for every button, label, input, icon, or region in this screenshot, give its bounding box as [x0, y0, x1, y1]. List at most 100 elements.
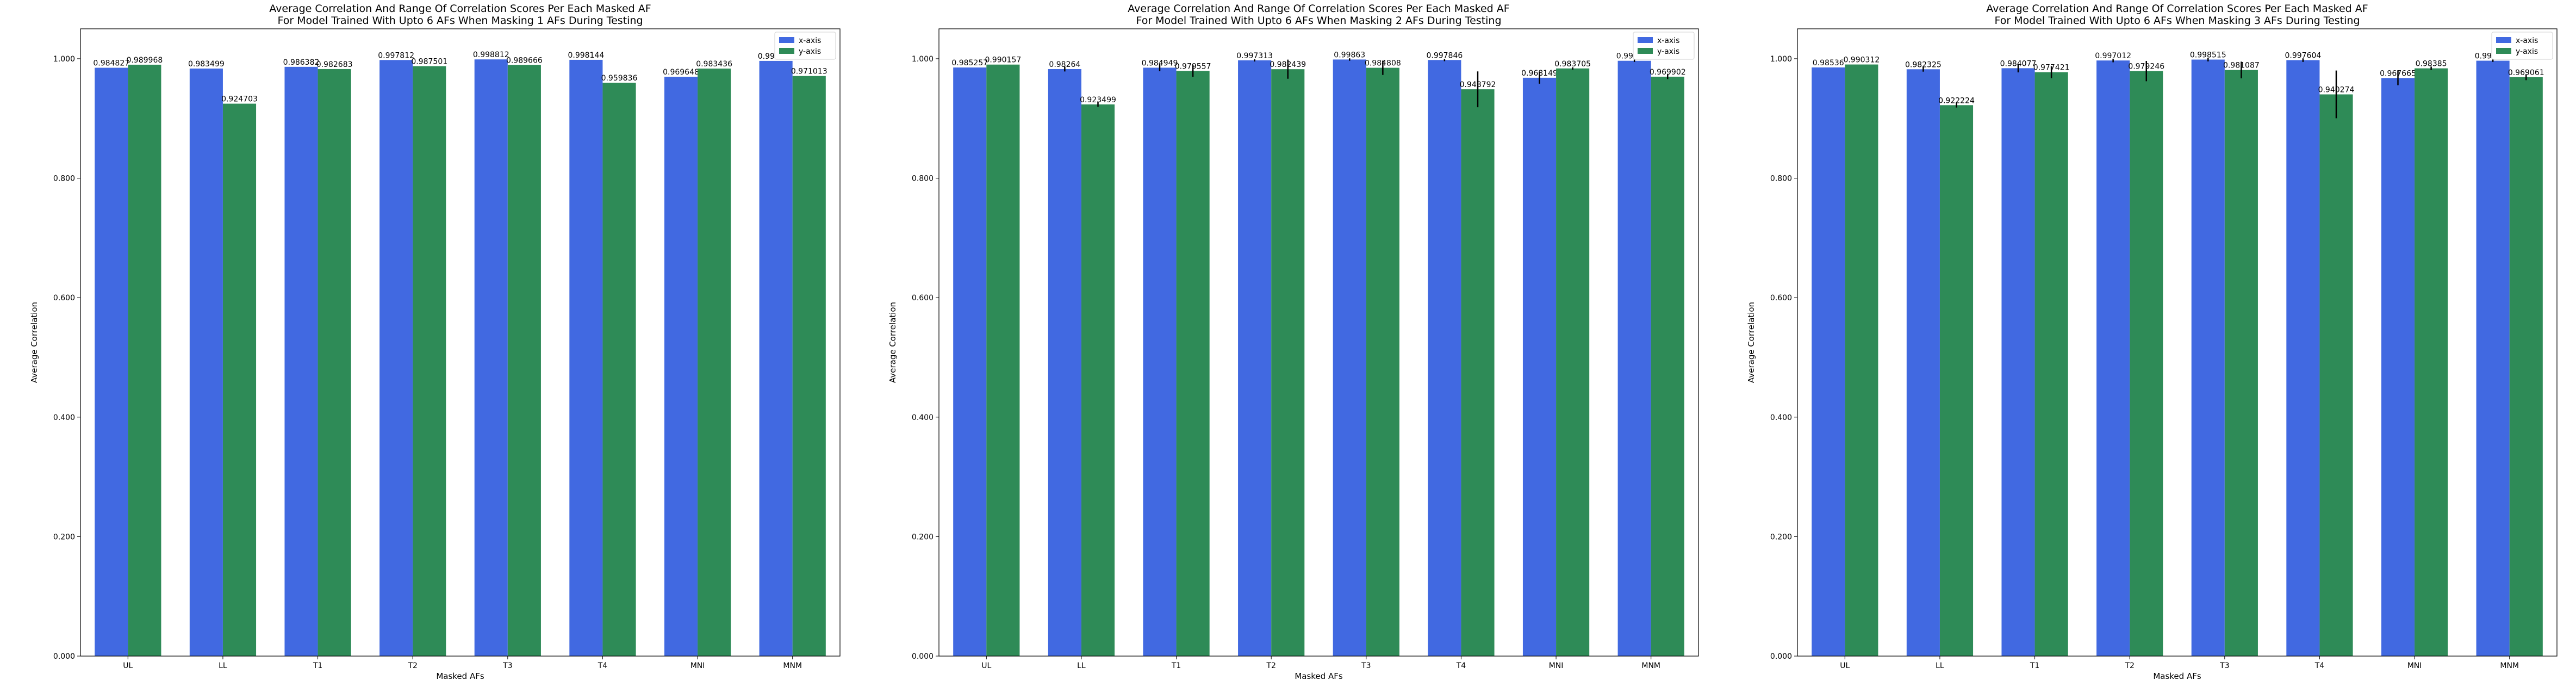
- y-tick-label: 0.000: [912, 652, 934, 661]
- data-label: 0.997604: [2285, 52, 2321, 60]
- x-tick-label: T2: [407, 662, 417, 670]
- y-tick-label: 0.800: [912, 175, 934, 183]
- legend-swatch-x-axis: [779, 37, 794, 43]
- bar-x-axis-MNM: [1617, 60, 1651, 657]
- x-axis-label: Masked AFs: [1295, 671, 1343, 681]
- x-tick-label: T3: [502, 662, 512, 670]
- legend: x-axis y-axis: [2491, 32, 2553, 60]
- y-tick-label: 0.200: [1770, 533, 1792, 541]
- bar-y-axis-T2: [413, 66, 446, 656]
- plot-frame: [1797, 28, 2558, 657]
- data-label: 0.969902: [1650, 68, 1686, 77]
- legend-swatch-y-axis: [1638, 48, 1653, 54]
- legend-swatch-x-axis: [2496, 37, 2511, 43]
- y-tick-label: 0.400: [53, 413, 75, 422]
- y-tick-label: 1.000: [53, 55, 75, 64]
- chart-panel-3: Average Correlation And Range Of Correla…: [1717, 0, 2576, 686]
- data-label: 0.948792: [1460, 81, 1496, 89]
- x-tick-label: T4: [2314, 662, 2325, 670]
- y-tick-label: 0.000: [1770, 652, 1792, 661]
- data-label: 0.998144: [568, 51, 604, 60]
- x-tick-label: MNI: [2407, 662, 2422, 670]
- data-label: 0.969648: [663, 68, 699, 77]
- chart-2: Average Correlation And Range Of Correla…: [888, 3, 1699, 681]
- y-tick-label: 0.400: [912, 413, 934, 422]
- x-tick-label: T1: [2030, 662, 2039, 670]
- data-label: 0.985257: [951, 59, 988, 67]
- bar-x-axis-T4: [2286, 60, 2320, 657]
- x-tick-label: T1: [1171, 662, 1181, 670]
- data-label: 0.982325: [1905, 60, 1942, 69]
- bar-x-axis-UL: [95, 67, 128, 656]
- data-label: 0.979557: [1175, 62, 1211, 71]
- y-axis-label: Average Correlation: [29, 302, 39, 383]
- bar-y-axis-T3: [1366, 67, 1399, 656]
- y-tick-label: 0.800: [1770, 175, 1792, 183]
- data-label: 0.981087: [2223, 61, 2260, 70]
- bar-y-axis-T4: [1461, 89, 1495, 657]
- data-label: 0.968149: [1521, 69, 1558, 78]
- bar-x-axis-UL: [1812, 67, 1845, 657]
- chart-title: Average Correlation And Range Of Correla…: [269, 3, 651, 15]
- y-tick-label: 0.200: [53, 533, 75, 541]
- bar-y-axis-MNM: [2509, 77, 2543, 657]
- data-label: 0.924703: [221, 95, 258, 104]
- chart-title: Average Correlation And Range Of Correla…: [1128, 3, 1509, 15]
- bar-y-axis-MNI: [1556, 68, 1590, 657]
- data-label: 0.984827: [93, 59, 129, 68]
- legend-label: y-axis: [1657, 47, 1679, 56]
- x-tick-label: UL: [123, 662, 133, 670]
- data-label: 0.997846: [1426, 51, 1463, 60]
- y-tick-label: 0.000: [53, 652, 75, 661]
- bar-y-axis-MNI: [698, 69, 731, 656]
- bar-x-axis-T4: [569, 59, 603, 656]
- bar-y-axis-T2: [2130, 71, 2163, 657]
- bar-y-axis-MNM: [1651, 76, 1684, 657]
- bar-y-axis-UL: [1845, 64, 1878, 657]
- data-label: 0.923499: [1080, 96, 1116, 104]
- y-axis-label: Average Correlation: [888, 302, 898, 383]
- x-axis-label: Masked AFs: [436, 671, 484, 681]
- x-tick-label: UL: [1840, 662, 1850, 670]
- bar-x-axis-MNI: [664, 77, 698, 657]
- x-tick-label: MNI: [1549, 662, 1564, 670]
- data-label: 0.982439: [1270, 60, 1306, 69]
- chart-panel-2: Average Correlation And Range Of Correla…: [858, 0, 1717, 686]
- bar-y-axis-T1: [1176, 71, 1210, 656]
- legend-swatch-y-axis: [2496, 48, 2511, 54]
- y-tick-label: 0.600: [1770, 294, 1792, 302]
- legend-label: y-axis: [799, 47, 821, 56]
- data-label: 0.959836: [601, 74, 638, 83]
- plot-frame: [80, 28, 841, 657]
- bar-x-axis-LL: [189, 69, 223, 657]
- bar-y-axis-T3: [507, 65, 541, 657]
- data-label: 0.922224: [1938, 96, 1975, 105]
- x-tick-label: T4: [598, 662, 608, 670]
- bar-x-axis-MNM: [759, 60, 793, 656]
- bar-x-axis-LL: [1048, 69, 1081, 657]
- bar-y-axis-T1: [318, 69, 351, 656]
- x-tick-label: T2: [2124, 662, 2134, 670]
- data-label: 0.98264: [1049, 60, 1080, 69]
- data-label: 0.990312: [1843, 56, 1880, 65]
- data-label: 0.990157: [985, 56, 1021, 65]
- bar-y-axis-UL: [986, 64, 1020, 657]
- bar-x-axis-T2: [2096, 60, 2130, 656]
- data-label: 0.969061: [2508, 69, 2544, 77]
- bar-x-axis-T1: [2001, 68, 2035, 656]
- data-label: 0.997012: [2095, 52, 2131, 60]
- data-label: 0.98385: [2416, 60, 2447, 69]
- data-label: 0.997812: [378, 51, 414, 60]
- data-label: 0.940274: [2318, 85, 2355, 94]
- y-tick-label: 0.600: [53, 294, 75, 302]
- bar-y-axis-MNM: [792, 76, 826, 657]
- data-label: 0.986382: [283, 58, 320, 67]
- bar-y-axis-LL: [1081, 104, 1115, 656]
- data-label: 0.998812: [473, 51, 509, 59]
- x-tick-label: LL: [1077, 662, 1086, 670]
- y-tick-label: 1.000: [912, 55, 934, 64]
- x-tick-label: T3: [1361, 662, 1371, 670]
- bar-y-axis-T4: [2319, 94, 2353, 656]
- legend: x-axis y-axis: [774, 32, 836, 60]
- bar-y-axis-T1: [2034, 72, 2068, 657]
